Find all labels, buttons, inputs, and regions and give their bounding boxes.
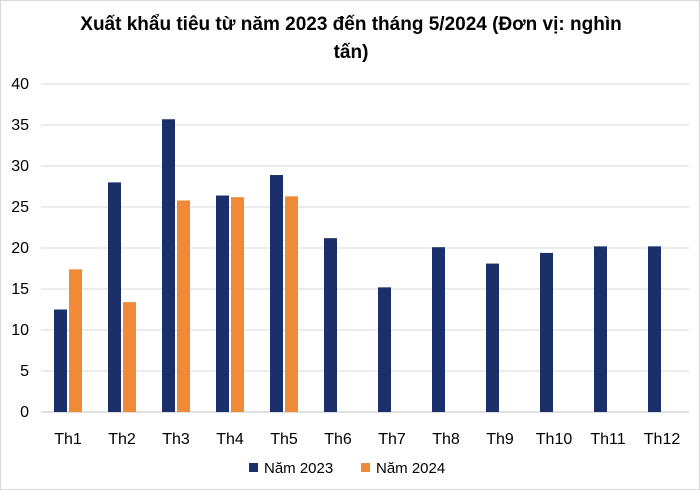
- bar-th1-series-1: [54, 309, 67, 412]
- bar-th5-series-2: [285, 196, 298, 412]
- bar-th1-series-2: [69, 269, 82, 412]
- bar-th2-series-1: [108, 182, 121, 412]
- y-tick-label: 0: [20, 404, 29, 421]
- bar-th10-series-1: [540, 252, 553, 412]
- x-axis-ticks: Th1 Th2 Th3 Th4 Th5 Th6 Th7 Th8 Th9 Th10 Th11 Th12: [54, 431, 680, 448]
- x-tick-label: Th3: [162, 431, 190, 448]
- y-tick-label: 35: [11, 117, 29, 134]
- y-axis-ticks: 0 5 10 15 20 25 30 35 40: [11, 76, 29, 421]
- x-tick-label: Th4: [216, 431, 244, 448]
- bar-th2-series-2: [123, 302, 136, 412]
- y-tick-label: 30: [11, 158, 29, 175]
- y-tick-label: 25: [11, 199, 29, 216]
- bar-th9-series-1: [486, 263, 499, 412]
- bar-th4-series-2: [231, 197, 244, 412]
- bar-th11-series-1: [594, 246, 607, 412]
- legend-label: Năm 2024: [376, 460, 445, 477]
- chart-title: Xuất khẩu tiêu từ năm 2023 đến tháng 5/2…: [80, 14, 622, 63]
- bar-th6-series-1: [324, 238, 337, 412]
- x-tick-label: Th5: [270, 431, 298, 448]
- bar-th8-series-1: [432, 247, 445, 412]
- legend-label: Năm 2023: [264, 460, 333, 477]
- y-tick-label: 10: [11, 322, 29, 339]
- legend: Năm 2023 Năm 2024: [249, 460, 445, 477]
- bar-th12-series-1: [648, 246, 661, 412]
- y-tick-label: 20: [11, 240, 29, 257]
- x-tick-label: Th2: [108, 431, 136, 448]
- bar-th3-series-2: [177, 200, 190, 412]
- y-tick-label: 5: [20, 363, 29, 380]
- x-tick-label: Th11: [590, 431, 625, 448]
- bars: [54, 119, 661, 412]
- x-tick-label: Th12: [644, 431, 681, 448]
- y-tick-label: 40: [11, 76, 29, 93]
- x-tick-label: Th9: [486, 431, 514, 448]
- bar-th5-series-1: [270, 175, 283, 412]
- x-tick-label: Th6: [324, 431, 352, 448]
- bar-th3-series-1: [162, 119, 175, 412]
- x-tick-label: Th10: [536, 431, 573, 448]
- x-tick-label: Th8: [432, 431, 460, 448]
- bar-th7-series-1: [378, 287, 391, 412]
- bar-th4-series-1: [216, 195, 229, 412]
- legend-swatch: [249, 463, 258, 472]
- legend-swatch: [361, 463, 370, 472]
- y-tick-label: 15: [11, 281, 29, 298]
- x-tick-label: Th7: [378, 431, 406, 448]
- gridlines: [41, 83, 689, 413]
- x-tick-label: Th1: [54, 431, 82, 448]
